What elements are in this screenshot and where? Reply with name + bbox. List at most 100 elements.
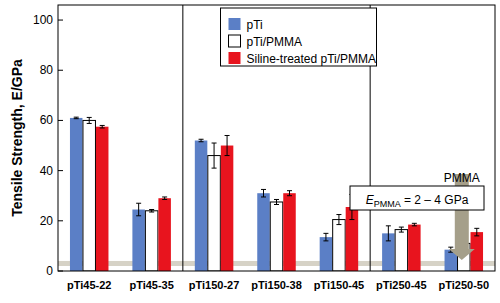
error-cap — [323, 233, 328, 234]
error-bar — [287, 191, 292, 196]
annotation-text: EPMMA = 2 – 4 GPa — [366, 193, 469, 209]
legend-label: pTi — [247, 18, 263, 32]
y-tick — [58, 271, 63, 272]
error-cap — [100, 125, 105, 126]
error-cap — [412, 225, 417, 226]
y-tick — [58, 220, 63, 221]
legend-swatch — [229, 52, 241, 64]
error-line — [263, 189, 264, 197]
error-line — [227, 135, 228, 155]
error-cap — [261, 196, 266, 197]
y-tick-label: 100 — [33, 13, 53, 27]
bar — [158, 198, 171, 271]
error-cap — [323, 240, 328, 241]
bar — [221, 146, 234, 271]
x-tick-label: pTi150-38 — [251, 279, 302, 291]
error-bar — [274, 199, 279, 204]
error-cap — [399, 232, 404, 233]
bar — [70, 118, 83, 271]
x-tick-label: pTi250-45 — [376, 279, 427, 291]
error-line — [338, 215, 339, 225]
error-cap — [448, 247, 453, 248]
bars — [70, 117, 483, 271]
error-cap — [386, 240, 391, 241]
error-cap — [225, 135, 230, 136]
y-tick-label: 0 — [46, 264, 53, 278]
error-line — [138, 203, 139, 216]
y-tick — [58, 70, 63, 71]
error-bar — [100, 125, 105, 128]
bar — [208, 156, 221, 271]
error-line — [476, 228, 477, 236]
bar — [320, 237, 333, 271]
bar — [283, 193, 296, 271]
error-cap — [336, 214, 341, 215]
error-cap — [74, 117, 79, 118]
bar — [270, 202, 283, 271]
error-bar — [336, 215, 341, 225]
error-bar — [136, 203, 141, 216]
bar — [195, 141, 208, 271]
annotation: PMMAEPMMA = 2 – 4 GPa — [350, 171, 484, 260]
error-line — [401, 227, 402, 232]
error-line — [325, 233, 326, 241]
error-cap — [149, 209, 154, 210]
group-divider — [182, 5, 183, 271]
x-tick-label: pTi150-27 — [189, 279, 240, 291]
error-bar — [162, 197, 167, 200]
error-bar — [199, 139, 204, 142]
annotation-title: PMMA — [444, 171, 480, 185]
error-cap — [74, 118, 79, 119]
error-cap — [349, 219, 354, 220]
error-cap — [261, 189, 266, 190]
bar — [96, 127, 109, 271]
error-bar — [261, 189, 266, 197]
error-bar — [399, 227, 404, 232]
error-cap — [399, 227, 404, 228]
x-tick-label: pTi45-35 — [129, 279, 173, 291]
legend-label: Siline-treated pTi/PMMA — [247, 52, 377, 66]
x-tick-label: pTi150-45 — [314, 279, 365, 291]
annotation-box — [350, 186, 484, 210]
error-cap — [136, 215, 141, 216]
y-tick-label: 80 — [40, 63, 54, 77]
error-cap — [162, 199, 167, 200]
error-cap — [287, 195, 292, 196]
error-cap — [474, 228, 479, 229]
y-tick — [58, 170, 63, 171]
bar — [132, 210, 145, 271]
error-bar — [323, 233, 328, 241]
y-tick-label: 20 — [40, 214, 54, 228]
y-axis-label: Tensile Strength, E/GPa — [9, 59, 25, 217]
annotation-subscript: PMMA — [374, 199, 401, 209]
error-bar — [87, 117, 92, 123]
y-tick — [58, 120, 63, 121]
error-bar — [225, 135, 230, 155]
error-bar — [212, 143, 217, 168]
error-cap — [225, 155, 230, 156]
error-line — [289, 191, 290, 196]
x-tick-label: pTi45-22 — [67, 279, 111, 291]
error-line — [214, 143, 215, 168]
error-cap — [199, 141, 204, 142]
legend-swatch — [229, 18, 241, 30]
bar — [257, 193, 270, 271]
error-bar — [474, 228, 479, 236]
error-cap — [136, 203, 141, 204]
error-line — [276, 199, 277, 204]
x-tick-label: pTi250-50 — [439, 279, 490, 291]
error-cap — [274, 199, 279, 200]
bar — [145, 211, 158, 271]
bar — [395, 230, 408, 271]
error-line — [89, 117, 90, 123]
error-bar — [74, 117, 79, 119]
error-cap — [212, 143, 217, 144]
error-cap — [162, 196, 167, 197]
error-cap — [412, 223, 417, 224]
error-cap — [199, 139, 204, 140]
error-cap — [149, 212, 154, 213]
error-cap — [336, 224, 341, 225]
legend-box — [221, 8, 377, 66]
bar — [471, 232, 484, 271]
legend-swatch — [229, 35, 241, 47]
